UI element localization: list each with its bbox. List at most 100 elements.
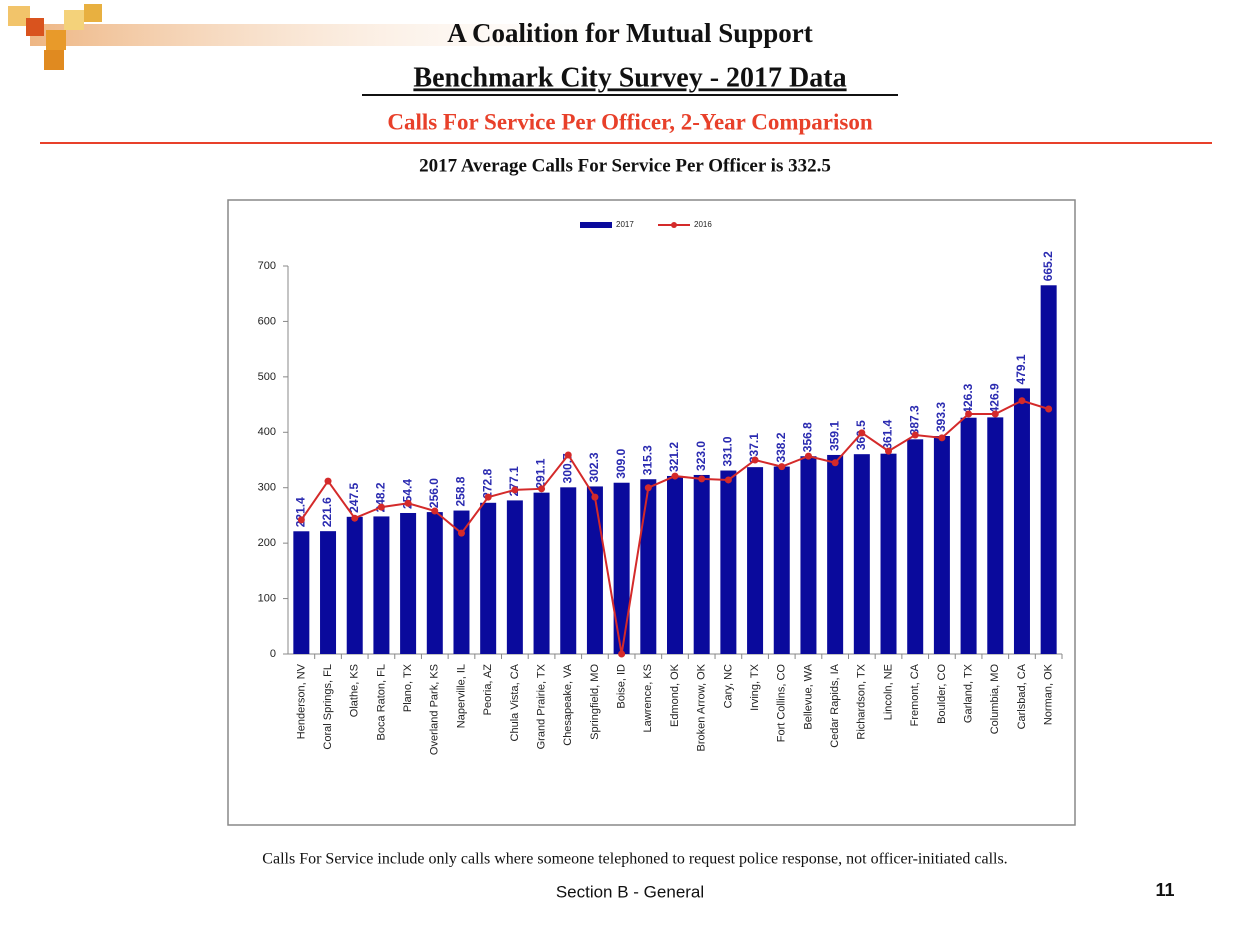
- organization: A Coalition for Mutual Support: [447, 18, 813, 48]
- x-tick-label: Boise, ID: [616, 664, 628, 709]
- line-marker: [377, 503, 385, 511]
- x-tick-label: Edmond, OK: [669, 663, 681, 727]
- bar: [693, 474, 710, 654]
- legend-label: 2017: [616, 220, 634, 229]
- x-tick-label: Boca Raton, FL: [375, 664, 387, 740]
- x-tick-label: Columbia, MO: [989, 664, 1001, 735]
- logo: [8, 4, 670, 70]
- y-tick-label: 100: [258, 592, 276, 604]
- x-tick-label: Grand Prairie, TX: [535, 663, 547, 749]
- bar: [667, 475, 683, 654]
- bar: [533, 492, 550, 654]
- line-marker: [484, 493, 492, 501]
- slide-subtitle: Calls For Service Per Officer, 2-Year Co…: [387, 109, 872, 134]
- bar: [506, 500, 523, 654]
- bar: [586, 486, 603, 654]
- bar: [560, 487, 577, 654]
- x-tick-label: Lawrence, KS: [642, 664, 654, 732]
- footnote: Calls For Service include only calls whe…: [262, 851, 1007, 868]
- value-label: 426.3: [961, 383, 975, 413]
- x-tick-label: Cedar Rapids, IA: [829, 663, 841, 747]
- value-label: 337.1: [747, 433, 761, 463]
- value-label: 302.3: [587, 452, 601, 482]
- line-marker: [564, 451, 572, 459]
- x-tick-label: Springfield, MO: [589, 664, 601, 740]
- bar: [800, 456, 817, 654]
- x-tick-label: Henderson, NV: [295, 663, 307, 739]
- line-marker: [965, 410, 973, 418]
- line-marker: [1018, 397, 1026, 405]
- line-marker: [911, 431, 919, 439]
- bar: [453, 510, 470, 654]
- value-label: 359.1: [827, 421, 841, 451]
- bar: [1040, 285, 1057, 654]
- bar: [293, 531, 310, 654]
- value-label: 331.0: [721, 436, 735, 466]
- line-marker: [591, 493, 599, 501]
- bar: [1013, 388, 1030, 654]
- line-marker: [804, 452, 812, 460]
- x-tick-label: Fremont, CA: [909, 663, 921, 726]
- bar: [907, 439, 924, 654]
- bar: [853, 454, 870, 654]
- x-tick-label: Olathe, KS: [349, 664, 361, 717]
- value-label: 665.2: [1041, 251, 1055, 281]
- legend-swatch: [580, 222, 612, 228]
- line-marker: [858, 429, 866, 437]
- line-marker: [671, 472, 679, 480]
- value-label: 256.0: [427, 478, 441, 508]
- value-label: 291.1: [534, 458, 548, 488]
- line-marker: [644, 484, 652, 492]
- line-marker: [431, 507, 439, 515]
- line-marker: [618, 650, 626, 658]
- x-tick-label: Irving, TX: [749, 663, 761, 711]
- line-marker: [991, 410, 999, 418]
- value-label: 248.2: [374, 482, 388, 512]
- x-tick-label: Plano, TX: [402, 663, 414, 712]
- x-tick-label: Peoria, AZ: [482, 664, 494, 716]
- slide-title: Benchmark City Survey - 2017 Data: [413, 62, 846, 93]
- legend-swatch: [671, 222, 677, 228]
- value-label: 323.0: [694, 441, 708, 471]
- bar: [320, 531, 337, 654]
- value-label: 356.8: [801, 422, 815, 452]
- y-tick-label: 700: [258, 260, 276, 272]
- bar: [960, 417, 977, 654]
- x-tick-label: Chula Vista, CA: [509, 663, 521, 741]
- line-marker: [457, 529, 465, 537]
- bar: [373, 516, 390, 654]
- x-tick-label: Carlsbad, CA: [1016, 663, 1028, 729]
- value-label: 315.3: [640, 445, 654, 475]
- page-number: 11: [1155, 880, 1174, 900]
- line-marker: [538, 485, 546, 493]
- bar: [747, 467, 764, 654]
- x-tick-label: Overland Park, KS: [429, 664, 441, 755]
- y-tick-label: 200: [258, 537, 276, 549]
- legend-label: 2016: [694, 220, 712, 229]
- chart: 0 100 200 300 400 500 600 700 Henderson, NV Coral…: [258, 220, 1063, 755]
- value-label: 247.5: [347, 482, 361, 512]
- x-tick-label: Boulder, CO: [936, 664, 948, 724]
- value-label: 387.3: [907, 405, 921, 435]
- x-tick-label: Cary, NC: [722, 664, 734, 708]
- value-label: 258.8: [454, 476, 468, 506]
- section-label: Section B - General: [556, 882, 704, 901]
- line-marker: [724, 476, 732, 484]
- x-tick-label: Broken Arrow, OK: [696, 663, 708, 751]
- x-tick-label: Coral Springs, FL: [322, 664, 334, 750]
- y-tick-label: 400: [258, 426, 276, 438]
- bar: [613, 482, 630, 654]
- x-tick-label: Richardson, TX: [856, 663, 868, 739]
- line-marker: [885, 447, 893, 455]
- value-label: 361.4: [881, 419, 895, 449]
- y-tick-label: 600: [258, 315, 276, 327]
- bar: [773, 466, 790, 654]
- line-marker: [351, 514, 359, 522]
- bar: [827, 454, 844, 654]
- bar: [933, 435, 950, 654]
- bar: [346, 516, 363, 654]
- bar: [987, 417, 1004, 654]
- x-tick-label: Garland, TX: [962, 663, 974, 723]
- x-tick-label: Norman, OK: [1043, 663, 1055, 725]
